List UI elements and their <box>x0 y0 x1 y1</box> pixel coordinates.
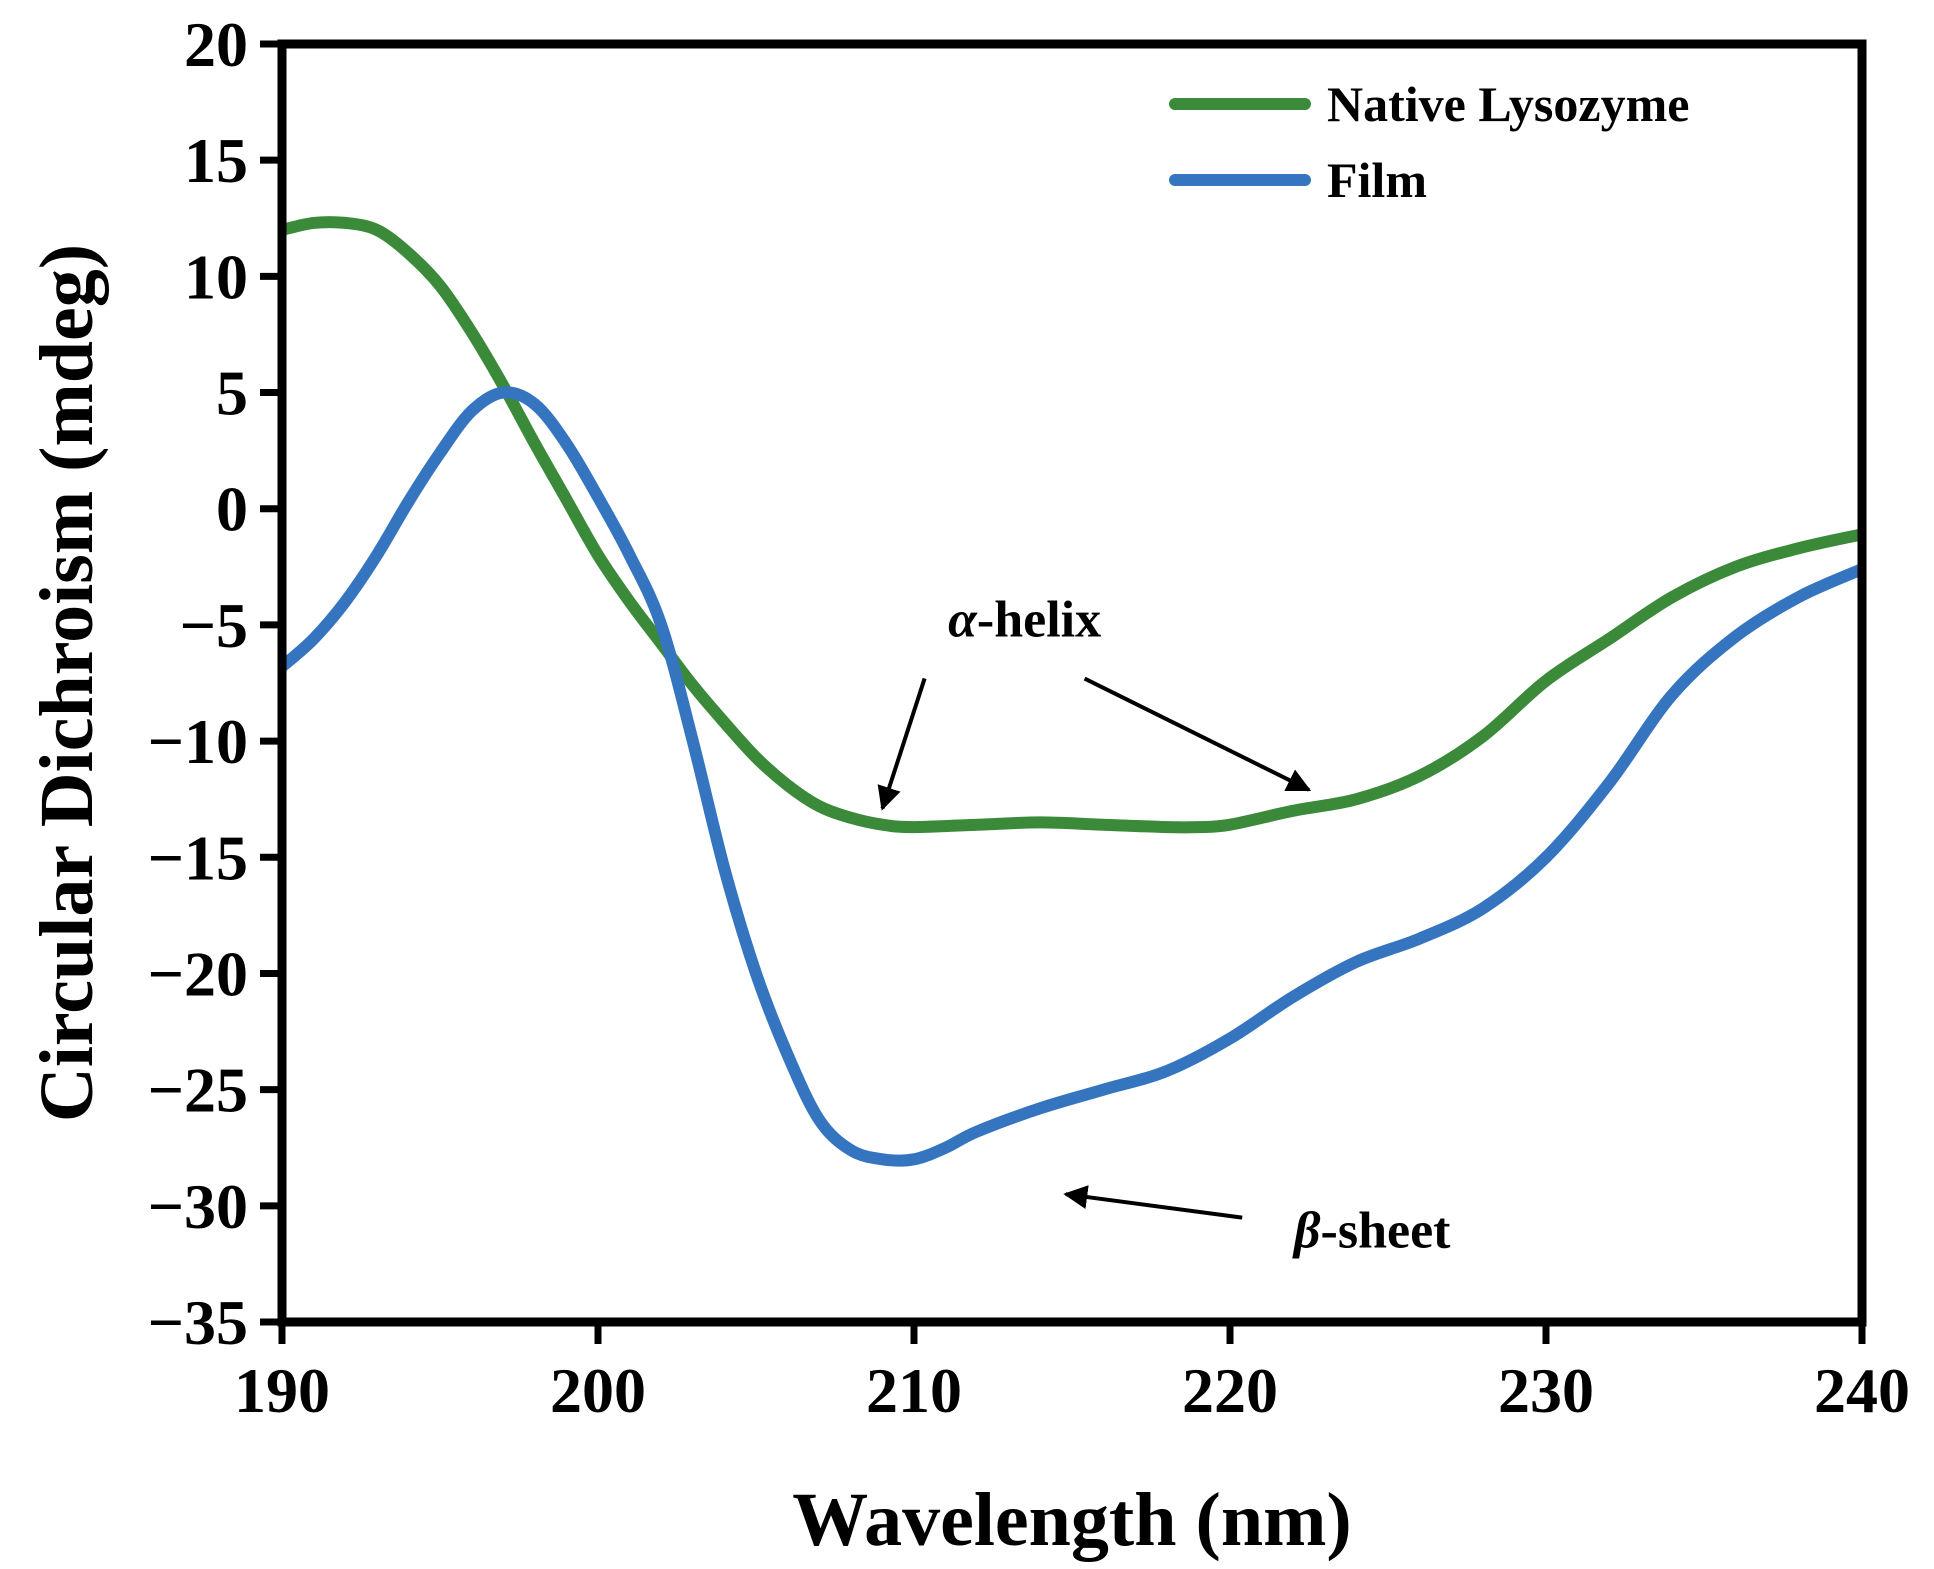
x-tick-label: 190 <box>234 1355 330 1426</box>
annotation-symbol: α <box>948 592 978 649</box>
x-tick-label: 200 <box>550 1355 646 1426</box>
annotation-arrow <box>1083 676 1312 792</box>
y-tick-label: 15 <box>184 125 248 196</box>
annotation-label: β-sheet <box>1292 1203 1451 1260</box>
plot-area-frame <box>277 39 1867 1327</box>
y-tick-label: 20 <box>184 9 248 80</box>
x-axis-title: Wavelength (nm) <box>792 1478 1351 1562</box>
x-tick-label: 220 <box>1182 1355 1278 1426</box>
annotation-text: -helix <box>977 592 1101 649</box>
x-tick-label: 210 <box>866 1355 962 1426</box>
x-tick-label: 230 <box>1498 1355 1594 1426</box>
annotation-text: -sheet <box>1321 1203 1452 1260</box>
series-lines <box>282 216 1862 1167</box>
y-tick-label: −15 <box>148 822 248 893</box>
y-tick-label: 0 <box>216 474 248 545</box>
y-tick-label: −20 <box>148 938 248 1009</box>
legend-label: Native Lysozyme <box>1327 76 1689 132</box>
annotation-arrow <box>877 677 927 811</box>
y-axis-title: Circular Dichroism (mdeg) <box>25 244 109 1122</box>
annotations: α-helix β-sheet <box>877 592 1451 1260</box>
y-tick-label: −25 <box>148 1055 248 1126</box>
series-line-native-lysozyme <box>282 216 1862 834</box>
annotation-symbol: β <box>1292 1203 1321 1260</box>
y-tick-label: −10 <box>148 706 248 777</box>
legend: Native Lysozyme Film <box>1169 76 1689 208</box>
annotation-label: α-helix <box>948 592 1101 649</box>
axis-ticks: 190 200 210 220 230 240 20 15 10 5 0 −5 −10 −15 −20 −25… <box>148 9 1910 1426</box>
y-tick-label: 10 <box>184 241 248 312</box>
y-tick-label: −5 <box>180 590 248 661</box>
annotation-arrow <box>1063 1185 1243 1220</box>
y-tick-label: 5 <box>216 358 248 429</box>
series-line-film <box>282 386 1862 1167</box>
y-tick-label: −30 <box>148 1171 248 1242</box>
y-tick-label: −35 <box>148 1287 248 1358</box>
x-tick-label: 240 <box>1814 1355 1910 1426</box>
legend-label: Film <box>1327 152 1427 208</box>
